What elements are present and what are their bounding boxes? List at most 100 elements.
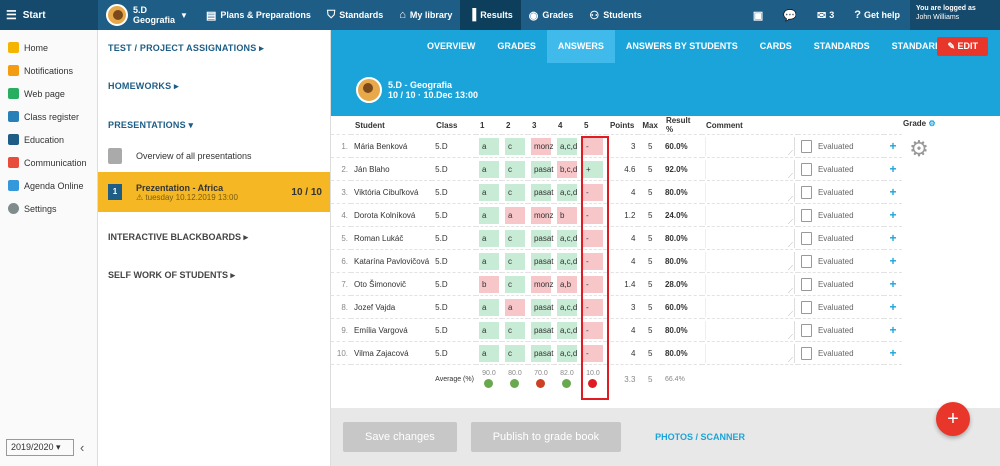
answer-cell[interactable]: c	[504, 252, 525, 270]
answer-cell[interactable]: a,b	[556, 275, 577, 293]
document-icon[interactable]	[800, 162, 812, 176]
nav-notifications[interactable]: Notifications	[0, 59, 97, 82]
answer-cell[interactable]: a	[478, 183, 499, 201]
comment-field[interactable]: ⟋	[704, 297, 795, 318]
answer-cell[interactable]: a	[478, 252, 499, 270]
topnav-grades[interactable]: ◉ Grades	[521, 0, 582, 30]
user-menu[interactable]: You are logged as John Williams	[910, 0, 1000, 30]
add-button[interactable]: +	[883, 203, 902, 227]
answer-cell[interactable]: monz	[530, 275, 554, 293]
answer-cell[interactable]: monz	[530, 206, 554, 224]
comment-field[interactable]: ⟋	[704, 320, 795, 341]
answer-cell[interactable]: c	[504, 321, 525, 339]
add-button[interactable]: +	[883, 134, 902, 158]
comment-field[interactable]: ⟋	[704, 205, 795, 226]
topnav-students[interactable]: ⚇ Students	[581, 0, 649, 30]
document-icon[interactable]	[800, 277, 812, 291]
tab-cards[interactable]: CARDS	[759, 41, 792, 51]
self-work-link[interactable]: SELF WORK OF STUDENTS ▸	[108, 270, 236, 280]
answer-cell[interactable]: -	[582, 137, 603, 155]
answer-cell[interactable]: c	[504, 160, 525, 178]
answer-cell[interactable]: a,c,d	[556, 298, 577, 316]
answer-cell[interactable]: c	[504, 183, 525, 201]
answer-cell[interactable]: a	[504, 206, 525, 224]
tab-standards[interactable]: STANDARDS	[813, 41, 870, 51]
topnav-my-library[interactable]: ⌂ My library	[391, 0, 460, 30]
answer-cell[interactable]: -	[582, 321, 603, 339]
publish-grade-book-button[interactable]: Publish to grade book	[470, 422, 622, 452]
comment-field[interactable]: ⟋	[704, 228, 795, 249]
answer-cell[interactable]: a	[478, 344, 499, 362]
topnav-plans-preparations[interactable]: ▤ Plans & Preparations	[198, 0, 319, 30]
add-button[interactable]: +	[883, 249, 902, 273]
add-button[interactable]: +	[883, 295, 902, 319]
comment-field[interactable]: ⟋	[704, 274, 795, 295]
document-icon[interactable]	[800, 139, 812, 153]
document-icon[interactable]	[800, 346, 812, 360]
nav-web-page[interactable]: Web page	[0, 82, 97, 105]
class-selector[interactable]: 5.D Geografia ▼	[106, 4, 198, 26]
edit-button[interactable]: ✎ EDIT	[937, 37, 988, 56]
answer-cell[interactable]: c	[504, 137, 525, 155]
answer-cell[interactable]: -	[582, 344, 603, 362]
year-select[interactable]: 2019/2020 ▾	[6, 439, 74, 456]
nav-communication[interactable]: Communication	[0, 151, 97, 174]
document-icon[interactable]	[800, 231, 812, 245]
answer-cell[interactable]: a	[478, 206, 499, 224]
add-fab-button[interactable]: +	[936, 402, 970, 436]
nav-education[interactable]: Education	[0, 128, 97, 151]
answer-cell[interactable]: -	[582, 183, 603, 201]
collapse-chevron-icon[interactable]: ‹	[80, 440, 85, 455]
test-assignations-link[interactable]: TEST / PROJECT ASSIGNATIONS ▸	[108, 43, 264, 53]
comment-field[interactable]: ⟋	[704, 136, 795, 157]
answer-cell[interactable]: pasat	[530, 321, 554, 339]
topnav-results[interactable]: ▐ Results	[460, 0, 521, 30]
answer-cell[interactable]: c	[504, 275, 525, 293]
answer-cell[interactable]: b,c,d	[556, 160, 577, 178]
document-icon[interactable]	[800, 323, 812, 337]
answer-cell[interactable]: pasat	[530, 160, 554, 178]
tab-grades[interactable]: GRADES	[497, 41, 536, 51]
answer-cell[interactable]: a,c,d	[556, 321, 577, 339]
tab-answers[interactable]: ANSWERS	[546, 30, 615, 63]
tab-standards-tree[interactable]: STANDARDS TREE	[891, 41, 974, 51]
answer-cell[interactable]: b	[556, 206, 577, 224]
screen-icon[interactable]: ▣	[752, 9, 764, 22]
answer-cell[interactable]: a	[478, 229, 499, 247]
gear-icon[interactable]: ⚙	[928, 119, 936, 128]
help-button[interactable]: ? Get help	[844, 9, 910, 21]
comment-field[interactable]: ⟋	[704, 343, 795, 364]
answer-cell[interactable]: pasat	[530, 183, 554, 201]
nav-class-register[interactable]: Class register	[0, 105, 97, 128]
answer-cell[interactable]: monz	[530, 137, 554, 155]
add-button[interactable]: +	[883, 318, 902, 342]
answer-cell[interactable]: a,c,d	[556, 344, 577, 362]
presentation-item-active[interactable]: 1 Prezentation - Africa ⚠ tuesday 10.12.…	[98, 172, 330, 212]
answer-cell[interactable]: -	[582, 206, 603, 224]
chat-icon[interactable]: 💬	[783, 9, 798, 22]
answer-cell[interactable]: a	[478, 321, 499, 339]
answer-cell[interactable]: -	[582, 275, 603, 293]
answer-cell[interactable]: pasat	[530, 344, 554, 362]
nav-agenda[interactable]: Agenda Online	[0, 174, 97, 197]
comment-field[interactable]: ⟋	[704, 159, 795, 180]
tab-answers-by-students[interactable]: ANSWERS BY STUDENTS	[625, 41, 738, 51]
presentations-link[interactable]: PRESENTATIONS ▾	[108, 120, 194, 130]
overview-presentations[interactable]: Overview of all presentations	[98, 139, 330, 172]
answer-cell[interactable]: a,c,d	[556, 183, 577, 201]
answer-cell[interactable]: pasat	[530, 229, 554, 247]
answer-cell[interactable]: b	[478, 275, 499, 293]
photos-scanner-link[interactable]: PHOTOS / SCANNER	[655, 432, 745, 442]
answer-cell[interactable]: a	[478, 137, 499, 155]
add-button[interactable]: +	[883, 226, 902, 250]
answer-cell[interactable]: -	[582, 252, 603, 270]
answer-cell[interactable]: -	[582, 229, 603, 247]
answer-cell[interactable]: c	[504, 344, 525, 362]
comment-field[interactable]: ⟋	[704, 182, 795, 203]
document-icon[interactable]	[800, 300, 812, 314]
tab-overview[interactable]: OVERVIEW	[427, 41, 476, 51]
answer-cell[interactable]: +	[582, 160, 603, 178]
answer-cell[interactable]: a,c,d	[556, 229, 577, 247]
answer-cell[interactable]: a,c,d	[556, 252, 577, 270]
nav-home[interactable]: Home	[0, 36, 97, 59]
